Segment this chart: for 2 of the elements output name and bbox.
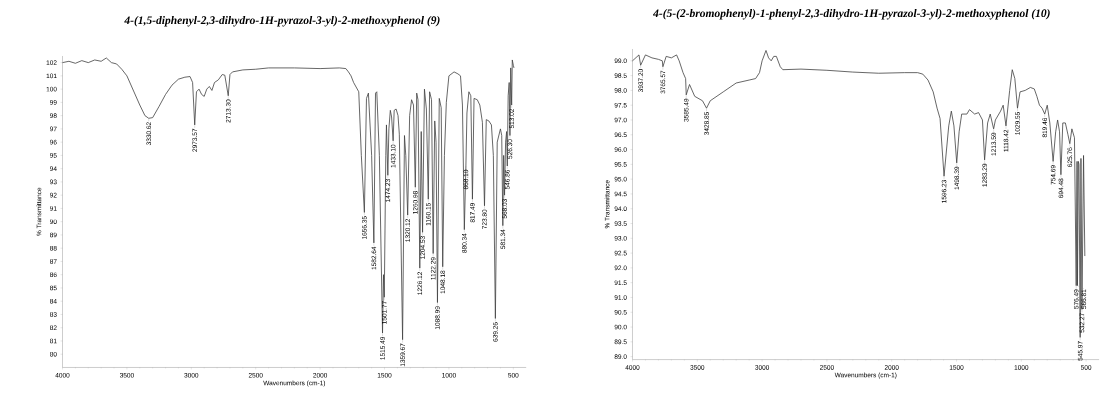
chart-title: 4-(5-(2-bromophenyl)-1-phenyl-2,3-dihydro-1H-pyrazol-3-yl)-2-methoxyphenol (10): [652, 8, 1050, 20]
chart-title: 4-(1,5-diphenyl-2,3-dihydro-1H-pyrazol-3-yl)-2-methoxyphenol (9): [124, 15, 440, 27]
